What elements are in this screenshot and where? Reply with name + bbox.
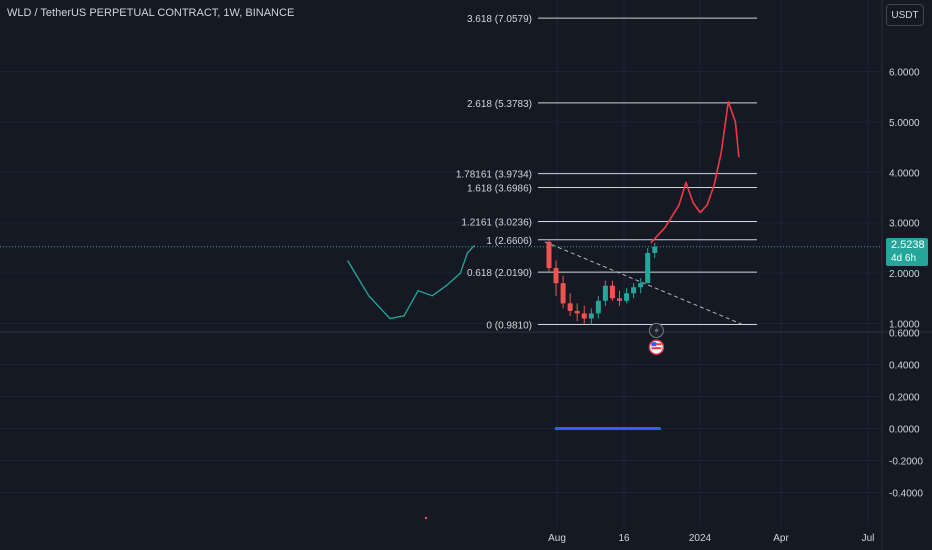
x-tick-label: 2024 (689, 533, 712, 544)
y-tick-label: 2.0000 (889, 269, 920, 280)
fib-level-label: 0.618 (2.0190) (467, 268, 532, 279)
candles (546, 239, 658, 325)
candle-body (560, 283, 566, 304)
candle-body (652, 246, 658, 253)
trendline-dashed (544, 241, 743, 325)
y-tick-label: 0.6000 (889, 329, 920, 340)
candle-body (617, 298, 622, 301)
axes: 1.0000 2.0000 3.0000 4.0000 5.0000 6.0000 0.60… (548, 68, 923, 545)
us-flag-stripe (651, 347, 662, 350)
candle-body (588, 313, 594, 319)
y-tick-label: 3.0000 (889, 219, 920, 230)
candle-body (602, 285, 608, 301)
projection-path (650, 100, 740, 244)
candle-body (581, 313, 587, 319)
y-tick-label: 1.0000 (889, 320, 920, 331)
candle-body (567, 303, 573, 311)
trendline (544, 241, 743, 325)
fib-levels: 0 (0.9810) 0.618 (2.0190) 1 (2.6606) 1.2161… (456, 14, 757, 331)
currency-button[interactable]: USDT (886, 4, 924, 26)
candle-body (624, 293, 630, 301)
y-tick-label: 6.0000 (889, 68, 920, 79)
candle-body (609, 285, 615, 299)
last-price-value: 2.5238 (891, 239, 925, 251)
x-tick-label: Jul (862, 533, 875, 544)
candle-body (645, 252, 651, 284)
y-tick-label: 0.4000 (889, 361, 920, 372)
fib-level-label: 1.618 (3.6986) (467, 183, 532, 194)
fib-level-label: 1.2161 (3.0236) (461, 218, 532, 229)
candle-body (553, 268, 559, 284)
fib-level-label: 3.618 (7.0579) (467, 14, 532, 25)
candle-body (631, 287, 637, 294)
last-price-tag: 2.5238 4d 6h (886, 238, 928, 266)
y-tick-label: -0.4000 (889, 489, 923, 500)
x-tick-label: Aug (548, 533, 566, 544)
chart-title: WLD / TetherUS PERPETUAL CONTRACT, 1W, B… (7, 7, 295, 19)
fib-level-label: 2.618 (5.3783) (467, 99, 532, 110)
y-tick-label: 5.0000 (889, 118, 920, 129)
fib-level-label: 1 (2.6606) (486, 236, 532, 247)
candle-body (595, 300, 601, 314)
y-tick-label: 0.2000 (889, 393, 920, 404)
candle-body (546, 241, 552, 269)
y-tick-label: 4.0000 (889, 168, 920, 179)
candle-body (638, 283, 644, 288)
x-tick-label: 16 (618, 533, 630, 544)
stray-marker (424, 516, 428, 520)
event-markers (648, 323, 665, 355)
lower-pane (424, 427, 661, 520)
compare-series (0, 244, 882, 320)
compare-line (347, 244, 475, 320)
y-tick-label: 0.0000 (889, 425, 920, 436)
bar-countdown: 4d 6h (891, 253, 917, 264)
projection-line (650, 100, 740, 244)
candle-body (574, 310, 580, 314)
lightning-bolt (654, 326, 659, 335)
y-tick-label: -0.2000 (889, 457, 923, 468)
fib-level-label: 1.78161 (3.9734) (456, 170, 532, 181)
us-flag-canton (651, 342, 657, 347)
fib-level-label: 0 (0.9810) (486, 320, 532, 331)
x-tick-label: Apr (773, 533, 789, 544)
